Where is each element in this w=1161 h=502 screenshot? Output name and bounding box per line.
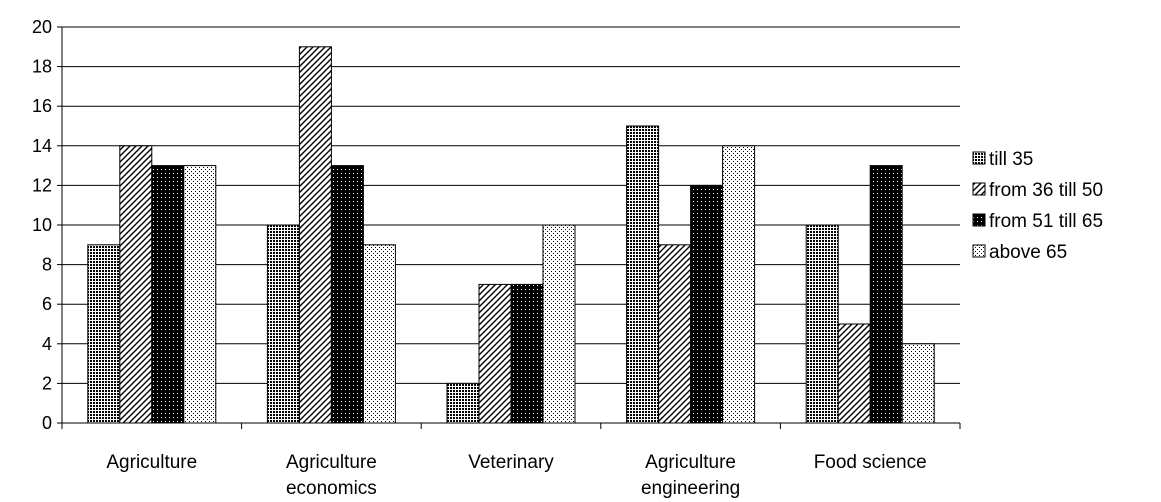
legend-label: from 36 till 50 (989, 180, 1103, 201)
legend-swatch (972, 151, 986, 165)
bar (478, 283, 512, 424)
bar (542, 224, 576, 424)
bar (446, 382, 480, 424)
legend-swatch (972, 213, 986, 227)
y-tick-label: 0 (42, 413, 52, 433)
bar (510, 283, 544, 424)
tick-labels: 0 2 4 6 8 10 12 14 16 18 20 Agriculture Agriculture e… (32, 17, 927, 499)
legend: till 35 from 36 till 50 from 51 till 65 abo… (972, 149, 1103, 263)
bar (690, 184, 724, 424)
bar (266, 224, 300, 424)
bar (330, 165, 364, 424)
x-tick-label: Veterinary (468, 452, 554, 473)
legend-swatch (972, 182, 986, 196)
y-tick-label: 12 (32, 175, 52, 195)
y-tick-label: 4 (42, 334, 52, 354)
x-tick-label: Agriculture (106, 452, 197, 473)
bar (658, 244, 692, 424)
x-tick-label: Agriculture economics (286, 452, 377, 499)
bar (362, 244, 396, 424)
x-tick-label: Food science (814, 452, 927, 473)
bars (87, 46, 935, 424)
y-tick-label: 6 (42, 294, 52, 314)
y-tick-label: 20 (32, 17, 52, 37)
y-tick-label: 10 (32, 215, 52, 235)
y-tick-label: 18 (32, 57, 52, 77)
bar (151, 165, 185, 424)
legend-label: till 35 (989, 149, 1033, 170)
bar (298, 46, 332, 424)
bar (87, 244, 121, 424)
bar (183, 165, 217, 424)
x-tick-label: Agriculture engineering (641, 452, 740, 499)
bar (805, 224, 839, 424)
bar (119, 145, 153, 424)
bar (901, 343, 935, 424)
legend-label: above 65 (989, 242, 1067, 263)
bar (722, 145, 756, 424)
y-tick-label: 16 (32, 96, 52, 116)
y-tick-label: 14 (32, 136, 52, 156)
bar (626, 125, 660, 424)
legend-label: from 51 till 65 (989, 211, 1103, 232)
bar (837, 323, 871, 424)
y-tick-label: 8 (42, 255, 52, 275)
bar (869, 165, 903, 424)
legend-swatch (972, 244, 986, 258)
y-tick-label: 2 (42, 373, 52, 393)
